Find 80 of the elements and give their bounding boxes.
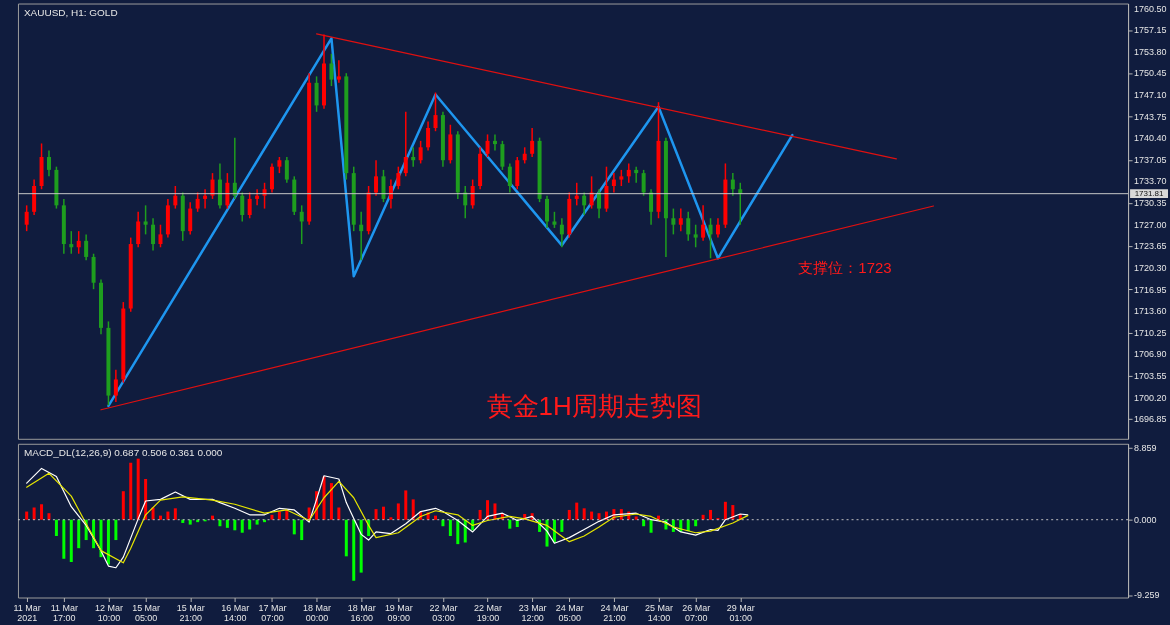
x-tick-label: 15 Mar 21:00	[176, 602, 205, 623]
x-tick-label: 24 Mar 05:00	[555, 602, 584, 623]
bar	[136, 458, 140, 520]
bar	[129, 462, 133, 520]
bar	[582, 508, 586, 520]
bar	[188, 519, 192, 525]
bar	[359, 519, 363, 573]
bar	[69, 519, 73, 563]
bar	[701, 514, 705, 520]
x-tick-label: 15 Mar 05:00	[132, 602, 161, 623]
bar	[448, 519, 452, 536]
x-tick-label: 22 Mar 19:00	[474, 602, 502, 623]
bar	[277, 511, 281, 520]
x-tick-label: 12 Mar 10:00	[94, 602, 123, 623]
y-tick-label: 8.859	[1134, 442, 1157, 453]
bar	[54, 519, 58, 536]
bar	[337, 507, 341, 520]
x-tick-label: 11 Mar 17:00	[50, 602, 78, 623]
bar	[47, 513, 51, 520]
bar	[77, 519, 81, 549]
bar	[158, 515, 162, 520]
y-tick-label: 0.000	[1134, 514, 1157, 525]
bar	[486, 500, 490, 520]
bar	[225, 519, 229, 528]
x-tick-label: 18 Mar 16:00	[347, 602, 376, 623]
bar	[441, 519, 445, 527]
x-tick-label: 16 Mar 14:00	[221, 602, 250, 623]
bar	[25, 511, 29, 520]
bar	[649, 519, 653, 533]
bar	[709, 509, 713, 520]
x-tick-label: 25 Mar 14:00	[645, 602, 673, 623]
bar	[597, 513, 601, 520]
bar	[344, 519, 348, 557]
x-tick-label: 22 Mar 03:00	[429, 602, 458, 623]
x-tick-label: 23 Mar 12:00	[518, 602, 547, 623]
x-tick-label: 26 Mar 07:00	[682, 602, 711, 623]
bar	[694, 519, 698, 527]
bar	[381, 506, 385, 520]
bar	[255, 519, 259, 525]
bar	[352, 519, 356, 581]
bar	[567, 509, 571, 520]
bar	[300, 519, 304, 541]
bar	[478, 509, 482, 520]
bar	[292, 519, 296, 535]
x-tick-label: 19 Mar 09:00	[384, 602, 413, 623]
bar	[166, 511, 170, 520]
bar	[456, 519, 460, 545]
bar	[62, 519, 66, 559]
bar	[32, 507, 36, 520]
x-tick-label: 11 Mar 2021	[13, 602, 41, 623]
bar	[508, 519, 512, 529]
bar	[590, 511, 594, 520]
bar	[723, 501, 727, 520]
bar	[121, 491, 125, 520]
bar	[40, 504, 44, 520]
bar	[329, 483, 333, 520]
bar	[173, 508, 177, 520]
x-tick-label: 24 Mar 21:00	[600, 602, 629, 623]
bar	[396, 503, 400, 520]
x-tick-label: 18 Mar 00:00	[303, 602, 332, 623]
bar	[181, 519, 185, 523]
bar	[411, 499, 415, 520]
bar	[404, 490, 408, 520]
y-tick-label: -9.259	[1134, 590, 1160, 601]
bar	[99, 519, 103, 558]
bar	[218, 519, 222, 527]
bar	[434, 515, 437, 520]
bar	[575, 502, 579, 520]
x-tick-label: 29 Mar 01:00	[726, 602, 755, 623]
bar	[240, 519, 244, 533]
bar	[322, 476, 326, 520]
bar	[374, 509, 378, 520]
chart-title: MACD_DL(12,26,9) 0.687 0.506 0.361 0.000	[23, 446, 223, 458]
bar	[114, 519, 118, 541]
bar	[233, 519, 237, 531]
x-tick-label: 17 Mar 07:00	[258, 602, 287, 623]
bar	[642, 519, 646, 527]
bar	[106, 519, 110, 565]
bar	[248, 519, 252, 530]
bar	[560, 519, 564, 532]
